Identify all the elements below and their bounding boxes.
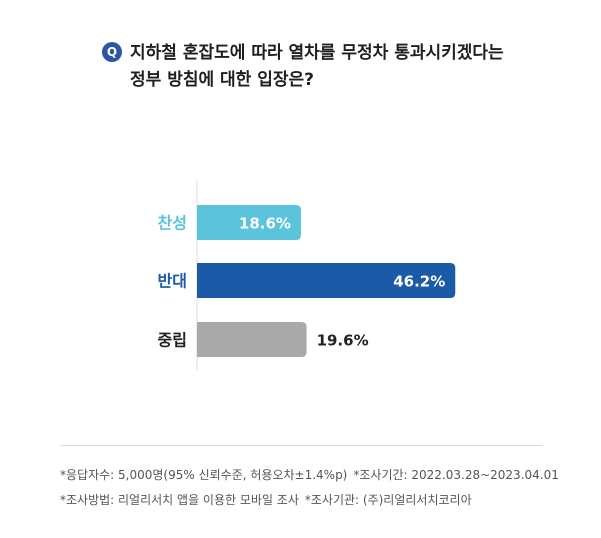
footnote-line-2: *조사방법: 리얼리서치 앱을 이용한 모바일 조사 *조사기관: (주)리얼리서…	[60, 491, 478, 508]
value-label-3: 19.6%	[317, 332, 369, 350]
value-label-1: 18.6%	[239, 215, 291, 233]
footer-divider	[60, 445, 543, 446]
question-line-1: 지하철 혼잡도에 따라 열차를 무정차 통과시키겠다는	[130, 43, 504, 63]
footnote-agency: *조사기관: (주)리얼리서치코리아	[304, 493, 472, 507]
footnote-line-1: *응답자수: 5,000명(95% 신뢰수준, 허용오차±1.4%p) *조사기간…	[60, 466, 565, 483]
question-text: 지하철 혼잡도에 따라 열차를 무정차 통과시키겠다는 정부 방침에 대한 입장…	[130, 40, 562, 94]
footnote-respondents: *응답자수: 5,000명(95% 신뢰수준, 허용오차±1.4%p)	[60, 468, 348, 482]
value-label-2: 46.2%	[393, 273, 445, 291]
category-label-2: 반대	[158, 272, 187, 291]
bar-2	[197, 263, 456, 298]
question-block: Q 지하철 혼잡도에 따라 열차를 무정차 통과시키겠다는 정부 방침에 대한 …	[102, 40, 562, 94]
bar-1	[197, 205, 301, 240]
category-label-1: 찬성	[158, 214, 187, 233]
question-badge: Q	[102, 42, 122, 62]
footnote-period: *조사기간: 2022.03.28~2023.04.01	[353, 468, 559, 482]
footnote-method: *조사방법: 리얼리서치 앱을 이용한 모바일 조사	[60, 493, 299, 507]
question-line-2: 정부 방침에 대한 입장은?	[130, 70, 315, 90]
category-label-3: 중립	[158, 331, 187, 350]
bar-3	[197, 322, 307, 357]
